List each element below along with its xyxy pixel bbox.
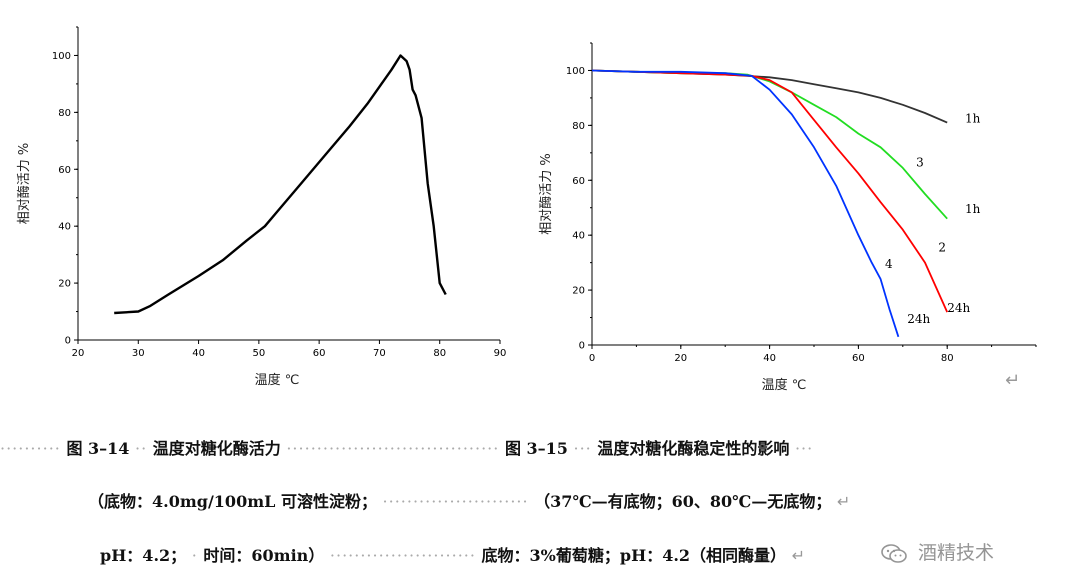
y-tick-label: 100 [52, 51, 71, 62]
series-line-3 [591, 69, 949, 313]
series-annotation: 2 [938, 241, 946, 255]
y-tick-label: 60 [58, 165, 71, 176]
x-tick-label: 60 [313, 348, 326, 359]
x-tick-label: 80 [433, 348, 446, 359]
x-tick-label: 90 [494, 348, 507, 359]
figure-3-14-condition-3: 时间：60min） [203, 546, 325, 565]
caption-line-3: pH：4.2； · 时间：60min） ····················… [100, 546, 806, 565]
series-annotation: 4 [885, 257, 893, 271]
watermark: 酒精技术 [880, 538, 994, 565]
x-tick-label: 60 [852, 353, 865, 364]
y-tick-label: 40 [58, 222, 71, 233]
x-tick-label: 80 [941, 353, 954, 364]
series-line-4 [591, 69, 900, 338]
figure-3-14-condition-1: （底物：4.0mg/100mL 可溶性淀粉； [88, 492, 377, 511]
watermark-text: 酒精技术 [918, 542, 995, 564]
y-tick-label: 60 [572, 176, 585, 187]
x-axis-label: 温度 ℃ [255, 372, 300, 388]
figure-3-15-condition-1: （37℃—有底物；60、80℃—无底物； [534, 492, 832, 511]
series-annotation: 24h [907, 312, 930, 326]
caption-line-2: （底物：4.0mg/100mL 可溶性淀粉； ·················… [88, 492, 851, 511]
figure-3-15-condition-2: 底物：3%葡萄糖；pH：4.2（相同酶量） [481, 546, 787, 565]
figure-3-14-label: 图 3–14 [66, 439, 130, 458]
y-tick-label: 20 [58, 279, 71, 290]
series-line-2 [591, 69, 948, 220]
series-annotation: 1h [965, 202, 981, 216]
y-tick-label: 80 [572, 121, 585, 132]
y-tick-label: 0 [65, 336, 71, 347]
y-tick-label: 40 [572, 231, 585, 242]
series-line-1 [114, 54, 447, 315]
x-tick-label: 70 [373, 348, 386, 359]
y-tick-label: 0 [579, 341, 585, 352]
caption-line-1: ·········· 图 3–14 ·· 温度对糖化酶活力 ··········… [0, 439, 814, 458]
y-axis-label: 相对酶活力 % [538, 153, 554, 235]
x-axis-label: 温度 ℃ [762, 377, 807, 393]
x-tick-label: 20 [72, 348, 85, 359]
chart-enzyme-stability: 0 20 40 60 80 100 0 20 40 60 80 温度 ℃ 相对酶活力 % 1h 3 1h 2 4 2… [538, 42, 1037, 393]
figure-3-14-title: 温度对糖化酶活力 [152, 439, 281, 458]
y-tick-label: 20 [572, 286, 585, 297]
figure-3-15-title: 温度对糖化酶稳定性的影响 [597, 439, 790, 458]
series-annotation: 3 [916, 156, 924, 170]
series-annotation: 1h [965, 112, 981, 126]
return-mark: ↵ [1005, 370, 1021, 391]
x-tick-label: 20 [674, 353, 687, 364]
x-tick-label: 0 [589, 353, 595, 364]
series-line-1 [591, 69, 948, 124]
wechat-icon [881, 543, 907, 563]
x-tick-label: 40 [192, 348, 205, 359]
y-tick-label: 80 [58, 108, 71, 119]
figure-3-14-condition-2: pH：4.2； [100, 546, 187, 565]
series-annotation: 24h [947, 301, 970, 315]
x-tick-label: 30 [132, 348, 145, 359]
y-tick-label: 100 [566, 66, 585, 77]
y-axis-label: 相对酶活力 % [16, 143, 32, 225]
x-tick-label: 50 [252, 348, 265, 359]
figure-3-15-label: 图 3–15 [504, 439, 568, 458]
x-tick-label: 40 [763, 353, 776, 364]
